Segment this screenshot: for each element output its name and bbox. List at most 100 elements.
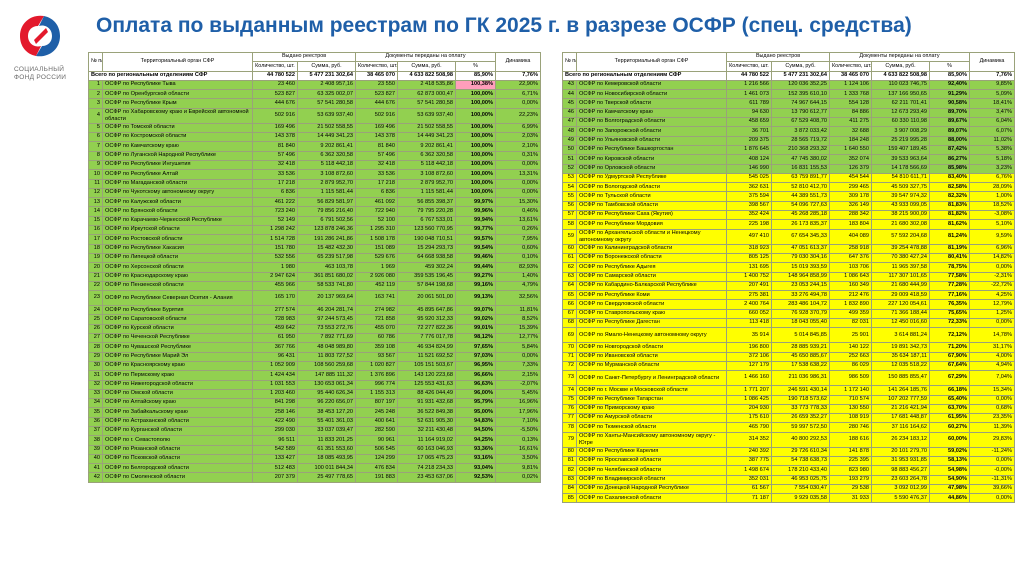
transferred-sum: 23 603 264,78 [871, 474, 931, 485]
region-name: ОСФР по Республике Ингушетия [102, 159, 253, 171]
issued-sum: 33 773 778,33 [770, 403, 831, 415]
issued-sum: 33 276 494,78 [770, 290, 831, 301]
transferred-qty: 710 574 [829, 394, 873, 405]
issued-qty: 1 498 674 [726, 465, 772, 476]
table-row: 77 ОСФР по Амурской области 175 610 26 659 … [562, 413, 1016, 424]
percent: 99,54% [455, 243, 497, 254]
row-index: 36 [88, 416, 103, 428]
transferred-qty: 274 982 [355, 305, 399, 316]
transferred-qty: 17 218 [355, 178, 399, 189]
issued-sum: 73 553 272,76 [296, 323, 357, 335]
issued-sum: 57 541 280,58 [296, 98, 357, 109]
percent: 58,13% [929, 455, 971, 467]
issued-qty: 841 298 [252, 398, 298, 409]
issued-sum: 15 482 432,30 [296, 243, 357, 254]
region-name: ОСФР по Республике Северная Осетия - Ала… [102, 290, 253, 307]
percent: 85,98% [929, 163, 971, 174]
transferred-qty: 140 122 [829, 342, 873, 353]
transferred-qty: 823 980 [829, 465, 873, 476]
issued-qty: 611 789 [726, 98, 772, 109]
table-row: 9 ОСФР по Республике Ингушетия 32 418 5 118… [88, 159, 542, 171]
col-qty1: Количество, шт. [726, 61, 772, 72]
percent: 75,65% [929, 308, 971, 320]
table-row: 5 ОСФР по Томской области 169 496 21 502 55… [88, 122, 542, 134]
issued-qty: 805 125 [726, 252, 772, 264]
percent: 99,97% [455, 197, 497, 208]
region-name: ОСФР по Самарской области [576, 271, 727, 282]
percent: 100,00% [455, 178, 497, 189]
table-row: 18 ОСФР по Республике Хакасия 151 780 15 48… [88, 243, 542, 254]
dynamics: 0,00% [969, 394, 1016, 405]
issued-sum: 18 085 493,95 [296, 453, 357, 465]
row-index: 80 [562, 446, 577, 458]
row-index: 42 [88, 472, 103, 483]
transferred-sum: 57 592 204,68 [871, 228, 931, 245]
transferred-qty: 6 836 [355, 187, 399, 199]
table-row: 82 ОСФР по Челябинской области 1 498 674 17… [562, 465, 1016, 476]
transferred-sum: 159 407 189,45 [871, 144, 931, 156]
transferred-qty: 461 092 [355, 197, 399, 208]
transferred-sum: 125 553 431,63 [397, 379, 457, 390]
dynamics: 1,25% [969, 308, 1016, 320]
table-row: 73 ОСФР по Санкт-Петербургу и Ленинградск… [562, 370, 1016, 387]
col-org: Территориальный орган СФР [102, 52, 253, 72]
col-pct: % [929, 61, 971, 72]
region-name: ОСФР по Чеченской Республике [102, 332, 253, 344]
table-row: 33 ОСФР по Омской области 1 203 460 95 440 … [88, 388, 542, 400]
table-row: 7 ОСФР по Камчатскому краю 81 840 9 202 861… [88, 141, 542, 152]
percent: 100,38% [455, 79, 497, 91]
transferred-sum: 2 418 535,86 [397, 79, 457, 91]
table-row: 74 ОСФР по г. Москве и Московской области… [562, 385, 1016, 396]
region-name: ОСФР по Костромской области [102, 132, 253, 143]
issued-sum: 25 497 778,65 [296, 472, 357, 483]
issued-sum: 100 011 844,34 [296, 463, 357, 474]
issued-qty: 81 840 [252, 141, 298, 152]
percent: 100,00% [455, 169, 497, 180]
issued-qty: 408 124 [726, 154, 772, 165]
total-label: Всего по региональным отделениям СФР [88, 70, 253, 81]
region-name: ОСФР по Чукотскому автономному округу [102, 187, 253, 199]
col-sum2: Сумма, руб. [397, 61, 457, 72]
percent: 60,00% [929, 431, 971, 448]
dynamics: 0,10% [495, 252, 542, 264]
logo-line1: СОЦИАЛЬНЫЙ [14, 66, 65, 73]
issued-qty: 1 400 752 [726, 271, 772, 282]
region-name: ОСФР по Республике Крым [102, 98, 253, 109]
issued-qty: 545 025 [726, 172, 772, 184]
dynamics: 39,66% [969, 483, 1016, 495]
region-name: ОСФР по Саратовской области [102, 314, 253, 325]
region-name: ОСФР по Тверской области [576, 98, 727, 109]
col-org: Территориальный орган СФР [576, 52, 727, 72]
region-name: ОСФР по Ханты-Мансийскому автономному ок… [576, 431, 727, 448]
table-row: 51 ОСФР по Кировской области 408 124 47 745… [562, 154, 1016, 165]
percent: 97,65% [455, 342, 497, 353]
issued-sum: 28 565 719,72 [770, 135, 831, 146]
transferred-sum: 45 509 327,75 [871, 182, 931, 193]
region-name: ОСФР по Пензенской области [102, 280, 253, 292]
percent: 67,64% [929, 360, 971, 372]
transferred-sum: 74 218 234,33 [397, 463, 457, 474]
percent: 99,46% [455, 252, 497, 264]
issued-sum: 23 053 244,15 [770, 280, 831, 292]
transferred-sum: 15 294 293,73 [397, 243, 457, 254]
transferred-sum: 62 873 000,47 [397, 89, 457, 100]
transferred-sum: 12 673 293,49 [871, 107, 931, 119]
transferred-sum: 39 533 963,64 [871, 154, 931, 165]
transferred-qty: 1 172 140 [829, 385, 873, 396]
table-row: 46 ОСФР по Камчатскому краю 94 630 13 790 6… [562, 107, 1016, 119]
dynamics: 0,00% [495, 351, 542, 362]
dynamics: 0,00% [969, 493, 1016, 504]
dynamics: 6,76% [969, 172, 1016, 184]
table-row: 48 ОСФР по Запорожской области 36 701 3 872… [562, 126, 1016, 137]
percent: 91,29% [929, 89, 971, 100]
region-name: ОСФР по Республике Башкортостан [576, 144, 727, 156]
dynamics: 4,94% [969, 360, 1016, 372]
region-name: ОСФР по Кемеровской области [576, 79, 727, 91]
issued-qty: 387 775 [726, 455, 772, 467]
transferred-qty: 454 544 [829, 172, 873, 184]
row-index: 12 [88, 187, 103, 199]
transferred-qty: 721 858 [355, 314, 399, 325]
percent: 100,00% [455, 187, 497, 199]
transferred-sum: 45 895 647,86 [397, 305, 457, 316]
row-index: 77 [562, 413, 577, 424]
